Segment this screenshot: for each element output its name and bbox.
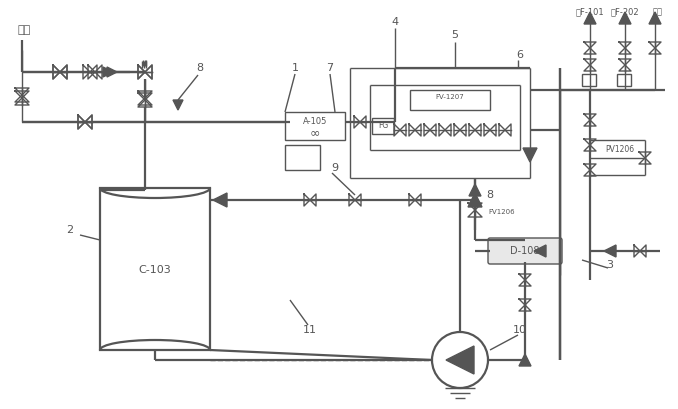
Text: 3: 3	[607, 260, 614, 270]
Polygon shape	[469, 184, 481, 196]
Bar	[285, 145, 320, 170]
Polygon shape	[103, 67, 113, 77]
Bar	[372, 118, 394, 134]
FancyBboxPatch shape	[488, 238, 562, 264]
Text: 火炬: 火炬	[653, 7, 663, 16]
Polygon shape	[173, 100, 183, 110]
Text: PV1206: PV1206	[605, 146, 634, 155]
Bar	[100, 188, 210, 350]
Bar	[285, 112, 345, 140]
Polygon shape	[523, 148, 537, 162]
Text: 火炬: 火炬	[18, 25, 31, 35]
Text: 8: 8	[486, 190, 494, 200]
Text: D-108: D-108	[511, 246, 540, 256]
Text: 9: 9	[332, 163, 338, 173]
Text: 至F-101: 至F-101	[576, 7, 604, 16]
Text: 8: 8	[197, 63, 203, 73]
Polygon shape	[649, 12, 661, 24]
Text: FV1206: FV1206	[488, 209, 515, 215]
Text: 至F-202: 至F-202	[611, 7, 639, 16]
Polygon shape	[604, 245, 616, 257]
Text: C-103: C-103	[138, 265, 172, 275]
Polygon shape	[107, 67, 117, 77]
Text: 1: 1	[292, 63, 298, 73]
Polygon shape	[468, 193, 482, 207]
Text: 2: 2	[66, 225, 73, 235]
Text: ∞: ∞	[310, 126, 320, 139]
Text: 4: 4	[391, 17, 399, 27]
Text: 6: 6	[517, 50, 523, 60]
Text: FV-1207: FV-1207	[436, 94, 464, 100]
Bar	[617, 74, 631, 86]
Polygon shape	[519, 354, 531, 366]
Text: 10: 10	[513, 325, 527, 335]
Polygon shape	[446, 346, 474, 374]
Text: FG: FG	[378, 121, 388, 130]
Text: 7: 7	[326, 63, 334, 73]
Bar	[410, 90, 490, 110]
Polygon shape	[534, 245, 546, 257]
Text: A-105: A-105	[303, 117, 327, 126]
Text: 11: 11	[303, 325, 317, 335]
Polygon shape	[213, 193, 227, 207]
Text: 5: 5	[452, 30, 458, 40]
Polygon shape	[619, 12, 631, 24]
Bar	[582, 74, 596, 86]
Polygon shape	[584, 12, 596, 24]
